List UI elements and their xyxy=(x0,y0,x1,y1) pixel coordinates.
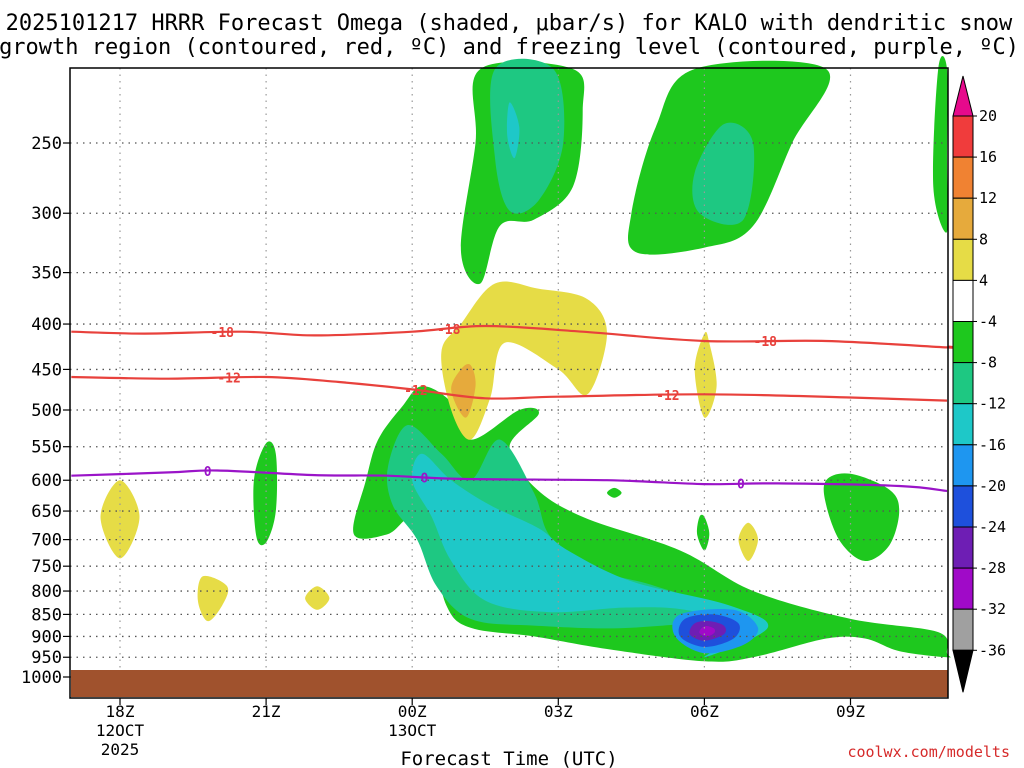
colorbar-label-0: 20 xyxy=(979,107,997,125)
y-tick-label-900: 900 xyxy=(31,627,62,647)
x-tick-label-09Z: 09Z xyxy=(836,702,865,721)
omega-region-25 xyxy=(305,586,330,610)
omega-region-18 xyxy=(607,487,622,498)
y-tick-label-250: 250 xyxy=(31,134,62,154)
omega-region-24 xyxy=(197,575,229,622)
colorbar-swatch-2 xyxy=(952,156,974,199)
freezing-level-contour-0 xyxy=(71,469,948,493)
freezing-level-label-0-2: 0 xyxy=(737,478,745,493)
colorbar-label-3: 8 xyxy=(979,230,988,248)
x-tick-label-03Z: 03Z xyxy=(544,702,573,721)
x-tick-label-21Z: 21Z xyxy=(252,702,281,721)
colorbar-swatch-8 xyxy=(952,403,974,446)
y-tick-label-700: 700 xyxy=(31,531,62,551)
omega-region-23 xyxy=(100,480,140,559)
colorbar-swatch-5 xyxy=(952,279,974,322)
y-tick-label-1000: 1000 xyxy=(21,668,62,688)
y-tick-label-500: 500 xyxy=(31,401,62,421)
omega-region-20 xyxy=(441,281,607,440)
contours: -18 -18 -18 -12 -12 -12 0 0 0 xyxy=(71,323,957,493)
y-tick-label-300: 300 xyxy=(31,204,62,224)
omega-region-13 xyxy=(932,56,949,233)
chart-title-line-1: 2025101217 HRRR Forecast Omega (shaded, … xyxy=(6,11,1013,36)
snow-growth-contour-0 xyxy=(71,324,957,349)
omega-region-9 xyxy=(490,58,565,214)
snow-growth-label-1-1: -12 xyxy=(404,384,427,399)
x-tick-label-18Z: 18Z xyxy=(106,702,135,721)
colorbar-label-8: -16 xyxy=(979,436,1006,454)
colorbar-swatch-7 xyxy=(952,362,974,405)
colorbar-swatch-4 xyxy=(952,238,974,281)
colorbar-label-10: -24 xyxy=(979,518,1006,536)
omega-region-15 xyxy=(253,441,278,546)
y-tick-label-450: 450 xyxy=(31,360,62,380)
colorbar-label-2: 12 xyxy=(979,189,997,207)
snow-growth-label-0-2: -18 xyxy=(754,335,778,350)
colorbar-label-7: -12 xyxy=(979,395,1006,413)
colorbar-label-4: 4 xyxy=(979,271,988,289)
omega-region-7 xyxy=(699,625,716,637)
y-tick-label-800: 800 xyxy=(31,582,62,602)
x-tick-label-00Z: 00Z xyxy=(398,702,427,721)
snow-growth-label-1-0: -12 xyxy=(217,372,240,387)
omega-region-10 xyxy=(506,102,520,159)
colorbar-bottom-arrow xyxy=(952,649,974,693)
y-axis: 2503003504004505005506006507007508008509… xyxy=(21,134,70,688)
omega-region-2 xyxy=(411,453,769,658)
omega-shading xyxy=(100,56,951,662)
grid xyxy=(70,68,948,698)
snow-growth-contour-1 xyxy=(71,375,948,402)
colorbar: 20 16 12 8 4 -4 -8 -12 -16 -20 -24 -28 -32 -36 xyxy=(952,75,1006,693)
omega-region-26 xyxy=(738,522,758,561)
omega-region-16 xyxy=(823,473,900,562)
omega-region-12 xyxy=(692,122,755,225)
colorbar-swatch-12 xyxy=(952,567,974,610)
colorbar-label-9: -20 xyxy=(979,477,1006,495)
snow-growth-label-0-0: -18 xyxy=(211,326,235,341)
colorbar-top-arrow xyxy=(952,75,974,117)
colorbar-swatch-10 xyxy=(952,485,974,528)
colorbar-label-1: 16 xyxy=(979,148,997,166)
y-tick-label-950: 950 xyxy=(31,648,62,668)
y-tick-label-850: 850 xyxy=(31,605,62,625)
x-tick-date-00Z: 13OCT xyxy=(388,721,437,740)
colorbar-swatch-1 xyxy=(952,115,974,158)
colorbar-label-13: -36 xyxy=(979,641,1006,659)
colorbar-swatch-3 xyxy=(952,197,974,240)
y-tick-label-750: 750 xyxy=(31,557,62,577)
y-tick-label-650: 650 xyxy=(31,502,62,522)
colorbar-swatch-9 xyxy=(952,444,974,487)
freezing-level-label-0-0: 0 xyxy=(204,465,212,480)
y-tick-label-400: 400 xyxy=(31,315,62,335)
omega-region-17 xyxy=(696,514,710,551)
colorbar-label-12: -32 xyxy=(979,600,1006,618)
freezing-level-label-0-1: 0 xyxy=(420,471,428,486)
snow-growth-label-1-2: -12 xyxy=(656,389,679,404)
colorbar-swatch-11 xyxy=(952,526,974,569)
x-axis-label: Forecast Time (UTC) xyxy=(400,748,617,768)
colorbar-label-6: -8 xyxy=(979,354,997,372)
omega-region-22 xyxy=(694,331,717,418)
colorbar-swatch-6 xyxy=(952,321,974,364)
y-tick-label-600: 600 xyxy=(31,471,62,491)
ground-surface xyxy=(71,670,948,697)
colorbar-label-5: -4 xyxy=(979,313,997,331)
credit-link[interactable]: coolwx.com/modelts xyxy=(847,743,1010,761)
x-tick-date-18Z: 12OCT xyxy=(96,721,145,740)
plot-frame xyxy=(69,67,949,699)
x-tick-year-18Z: 2025 xyxy=(101,740,140,759)
omega-region-21 xyxy=(451,363,476,418)
y-tick-label-350: 350 xyxy=(31,264,62,284)
y-tick-label-550: 550 xyxy=(31,438,62,458)
snow-growth-label-0-1: -18 xyxy=(437,323,461,338)
colorbar-label-11: -28 xyxy=(979,559,1006,577)
chart-title-line-2: growth region (contoured, red, ºC) and f… xyxy=(0,35,1019,60)
x-tick-label-06Z: 06Z xyxy=(690,702,719,721)
colorbar-swatch-13 xyxy=(952,608,974,651)
